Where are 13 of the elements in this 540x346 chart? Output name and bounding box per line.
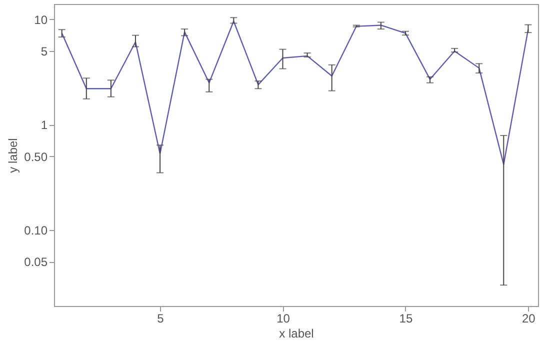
y-tick-label: 5 xyxy=(40,44,48,59)
x-tick-label: 15 xyxy=(399,312,413,326)
x-axis-title: x label xyxy=(279,326,314,340)
y-axis-title: y label xyxy=(6,138,20,173)
y-tick-label: 10 xyxy=(34,12,48,27)
x-tick-label: 10 xyxy=(276,312,290,326)
x-tick-label: 5 xyxy=(157,312,164,326)
y-tick-label: 1 xyxy=(40,118,48,132)
x-tick-label: 20 xyxy=(522,312,536,326)
y-tick-label: 0.50 xyxy=(24,150,48,164)
line-series xyxy=(61,20,529,165)
y-tick-label: 0.05 xyxy=(24,255,48,270)
y-tick-label: 0.10 xyxy=(24,224,48,238)
